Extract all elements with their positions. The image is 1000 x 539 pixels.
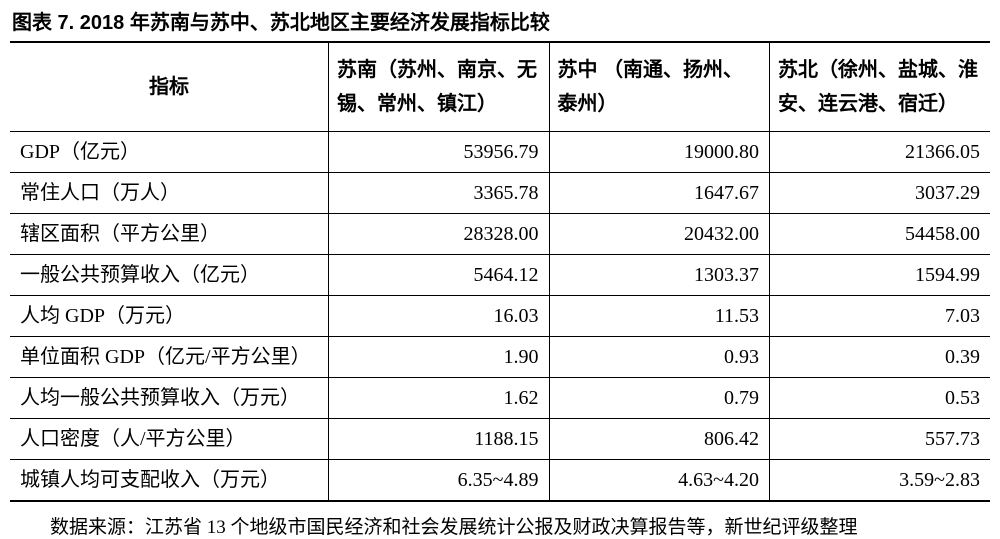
table-row: GDP（亿元）53956.7919000.8021366.05 [10, 132, 990, 173]
row-value-suzhong: 11.53 [549, 296, 770, 337]
table-title: 图表 7. 2018 年苏南与苏中、苏北地区主要经济发展指标比较 [10, 4, 990, 41]
row-value-subei: 7.03 [770, 296, 991, 337]
table-header-row: 指标 苏南（苏州、南京、无锡、常州、镇江） 苏中 （南通、扬州、泰州） 苏北（徐… [10, 42, 990, 132]
row-value-subei: 21366.05 [770, 132, 991, 173]
table-row: 城镇人均可支配收入（万元）6.35~4.894.63~4.203.59~2.83 [10, 460, 990, 502]
row-value-suzhong: 1647.67 [549, 173, 770, 214]
row-value-sunan: 6.35~4.89 [329, 460, 550, 502]
table-row: 常住人口（万人）3365.781647.673037.29 [10, 173, 990, 214]
row-value-subei: 0.53 [770, 378, 991, 419]
row-value-subei: 54458.00 [770, 214, 991, 255]
row-value-subei: 3037.29 [770, 173, 991, 214]
row-label: 人均 GDP（万元） [10, 296, 329, 337]
row-label: 一般公共预算收入（亿元） [10, 255, 329, 296]
row-value-sunan: 1188.15 [329, 419, 550, 460]
row-value-suzhong: 4.63~4.20 [549, 460, 770, 502]
table-body: GDP（亿元）53956.7919000.8021366.05常住人口（万人）3… [10, 132, 990, 502]
page-container: 图表 7. 2018 年苏南与苏中、苏北地区主要经济发展指标比较 指标 苏南（苏… [0, 0, 1000, 539]
row-value-subei: 3.59~2.83 [770, 460, 991, 502]
col-header-sunan: 苏南（苏州、南京、无锡、常州、镇江） [329, 42, 550, 132]
row-value-sunan: 16.03 [329, 296, 550, 337]
row-label: 人均一般公共预算收入（万元） [10, 378, 329, 419]
row-value-sunan: 1.62 [329, 378, 550, 419]
comparison-table: 指标 苏南（苏州、南京、无锡、常州、镇江） 苏中 （南通、扬州、泰州） 苏北（徐… [10, 41, 990, 502]
table-row: 人均 GDP（万元）16.0311.537.03 [10, 296, 990, 337]
col-header-indicator: 指标 [10, 42, 329, 132]
row-value-subei: 1594.99 [770, 255, 991, 296]
col-header-suzhong: 苏中 （南通、扬州、泰州） [549, 42, 770, 132]
table-row: 人口密度（人/平方公里）1188.15806.42557.73 [10, 419, 990, 460]
table-row: 人均一般公共预算收入（万元）1.620.790.53 [10, 378, 990, 419]
table-row: 单位面积 GDP（亿元/平方公里）1.900.930.39 [10, 337, 990, 378]
row-label: 单位面积 GDP（亿元/平方公里） [10, 337, 329, 378]
row-value-sunan: 28328.00 [329, 214, 550, 255]
row-value-sunan: 5464.12 [329, 255, 550, 296]
row-value-suzhong: 806.42 [549, 419, 770, 460]
row-label: 常住人口（万人） [10, 173, 329, 214]
row-value-suzhong: 0.79 [549, 378, 770, 419]
row-value-subei: 0.39 [770, 337, 991, 378]
table-row: 辖区面积（平方公里）28328.0020432.0054458.00 [10, 214, 990, 255]
row-label: 城镇人均可支配收入（万元） [10, 460, 329, 502]
row-value-sunan: 1.90 [329, 337, 550, 378]
row-value-suzhong: 19000.80 [549, 132, 770, 173]
row-value-subei: 557.73 [770, 419, 991, 460]
row-label: 辖区面积（平方公里） [10, 214, 329, 255]
row-value-suzhong: 20432.00 [549, 214, 770, 255]
row-value-suzhong: 0.93 [549, 337, 770, 378]
row-value-sunan: 53956.79 [329, 132, 550, 173]
row-value-sunan: 3365.78 [329, 173, 550, 214]
table-row: 一般公共预算收入（亿元）5464.121303.371594.99 [10, 255, 990, 296]
col-header-subei: 苏北（徐州、盐城、淮安、连云港、宿迁） [770, 42, 991, 132]
row-value-suzhong: 1303.37 [549, 255, 770, 296]
row-label: GDP（亿元） [10, 132, 329, 173]
data-source-note: 数据来源：江苏省 13 个地级市国民经济和社会发展统计公报及财政决算报告等，新世… [10, 502, 990, 539]
row-label: 人口密度（人/平方公里） [10, 419, 329, 460]
